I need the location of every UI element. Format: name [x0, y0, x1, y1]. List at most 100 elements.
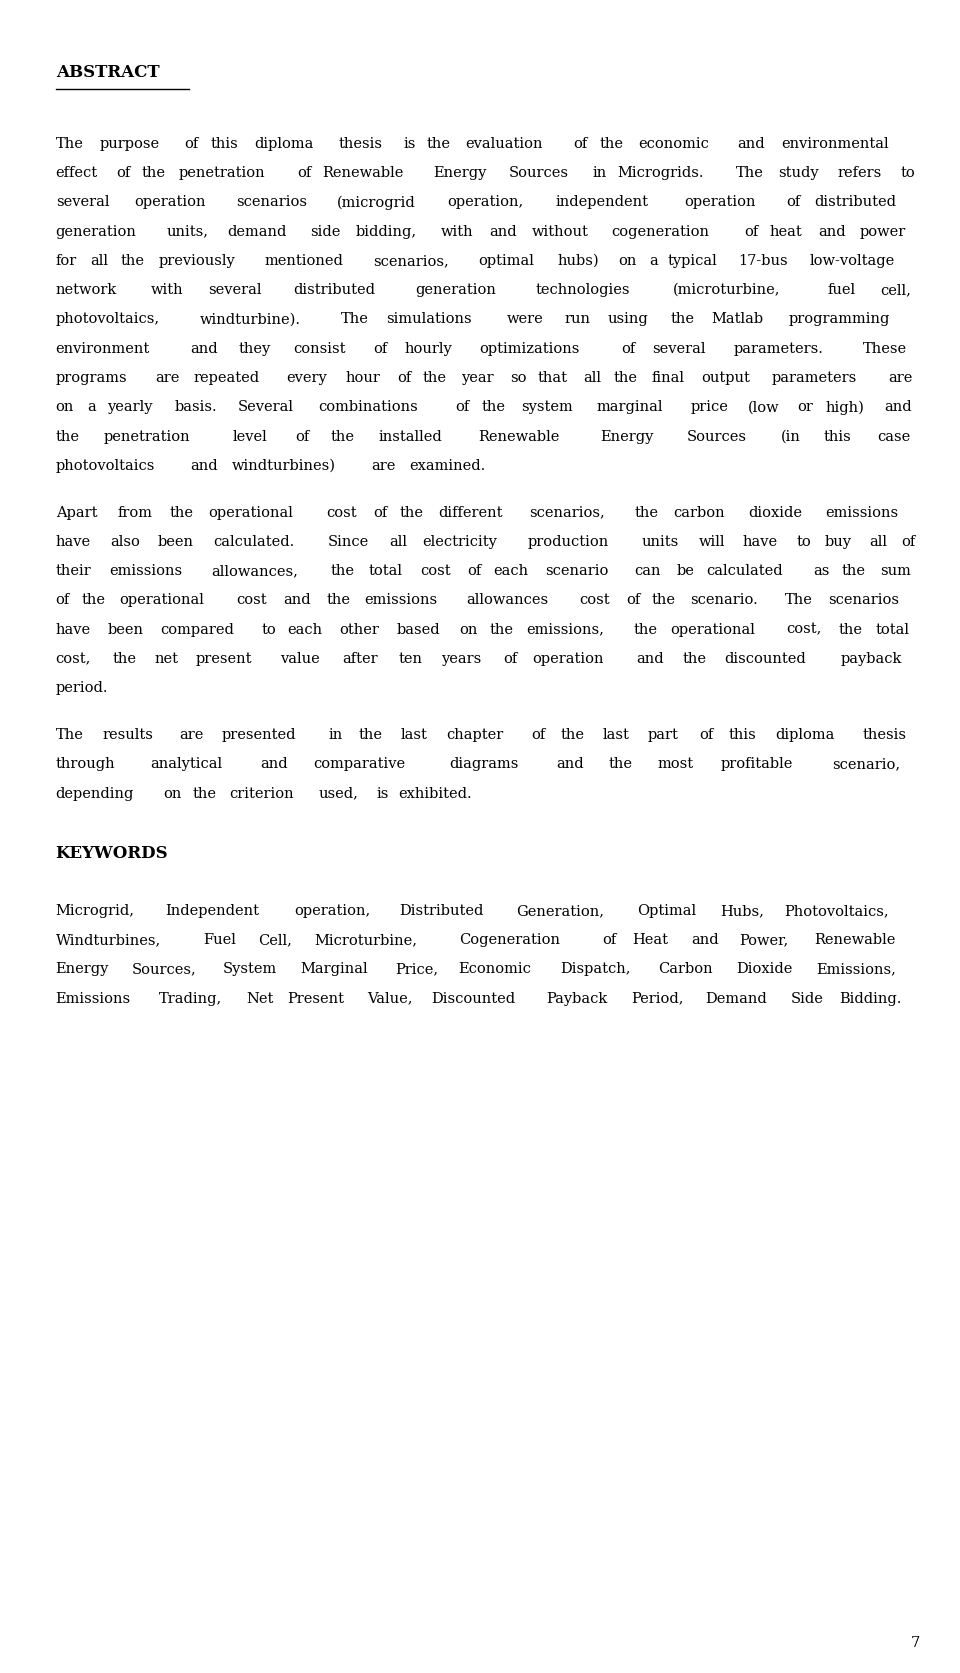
Text: year: year [461, 371, 493, 385]
Text: of: of [699, 728, 713, 743]
Text: (in: (in [780, 430, 801, 443]
Text: compared: compared [160, 622, 234, 637]
Text: bidding,: bidding, [356, 224, 417, 239]
Text: they: they [238, 341, 271, 356]
Text: to: to [900, 166, 916, 181]
Text: with: with [441, 224, 473, 239]
Text: yearly: yearly [108, 400, 153, 415]
Text: sum: sum [880, 564, 911, 579]
Text: cost: cost [326, 505, 356, 520]
Text: Cogeneration: Cogeneration [459, 934, 561, 947]
Text: operational: operational [671, 622, 756, 637]
Text: Photovoltaics,: Photovoltaics, [784, 903, 889, 918]
Text: scenario: scenario [545, 564, 609, 579]
Text: hour: hour [346, 371, 380, 385]
Text: final: final [652, 371, 684, 385]
Text: as: as [813, 564, 829, 579]
Text: of: of [531, 728, 545, 743]
Text: 17-bus: 17-bus [738, 254, 788, 268]
Text: the: the [652, 594, 676, 607]
Text: of: of [56, 594, 70, 607]
Text: case: case [876, 430, 910, 443]
Text: and: and [691, 934, 719, 947]
Text: operation,: operation, [294, 903, 370, 918]
Text: study: study [779, 166, 819, 181]
Text: the: the [112, 652, 136, 666]
Text: thesis: thesis [339, 137, 383, 151]
Text: photovoltaics,: photovoltaics, [56, 313, 159, 326]
Text: optimizations: optimizations [479, 341, 579, 356]
Text: last: last [603, 728, 630, 743]
Text: so: so [510, 371, 526, 385]
Text: The: The [785, 594, 813, 607]
Text: of: of [901, 535, 916, 549]
Text: operation: operation [533, 652, 604, 666]
Text: the: the [170, 505, 194, 520]
Text: the: the [671, 313, 695, 326]
Text: have: have [56, 535, 91, 549]
Text: present: present [196, 652, 252, 666]
Text: are: are [156, 371, 180, 385]
Text: The: The [735, 166, 763, 181]
Text: previously: previously [158, 254, 235, 268]
Text: Energy: Energy [600, 430, 654, 443]
Text: and: and [818, 224, 846, 239]
Text: part: part [648, 728, 679, 743]
Text: cost: cost [420, 564, 450, 579]
Text: electricity: electricity [422, 535, 497, 549]
Text: that: that [538, 371, 568, 385]
Text: results: results [103, 728, 154, 743]
Text: Generation,: Generation, [516, 903, 604, 918]
Text: total: total [876, 622, 910, 637]
Text: the: the [358, 728, 382, 743]
Text: and: and [190, 458, 218, 473]
Text: Renewable: Renewable [478, 430, 560, 443]
Text: operation,: operation, [447, 196, 524, 209]
Text: consist: consist [293, 341, 346, 356]
Text: the: the [422, 371, 446, 385]
Text: cost: cost [579, 594, 610, 607]
Text: this: this [729, 728, 756, 743]
Text: the: the [326, 594, 350, 607]
Text: marginal: marginal [596, 400, 662, 415]
Text: operation: operation [684, 196, 756, 209]
Text: (microturbine,: (microturbine, [673, 283, 780, 298]
Text: parameters: parameters [771, 371, 856, 385]
Text: diagrams: diagrams [449, 758, 518, 771]
Text: System: System [223, 962, 277, 977]
Text: photovoltaics: photovoltaics [56, 458, 156, 473]
Text: programs: programs [56, 371, 128, 385]
Text: hubs): hubs) [558, 254, 599, 268]
Text: of: of [397, 371, 412, 385]
Text: These: These [863, 341, 907, 356]
Text: based: based [396, 622, 441, 637]
Text: every: every [286, 371, 326, 385]
Text: thesis: thesis [863, 728, 907, 743]
Text: Present: Present [287, 992, 345, 1005]
Text: to: to [262, 622, 276, 637]
Text: Heat: Heat [633, 934, 668, 947]
Text: simulations: simulations [387, 313, 472, 326]
Text: and: and [884, 400, 912, 415]
Text: KEYWORDS: KEYWORDS [56, 845, 168, 862]
Text: heat: heat [769, 224, 802, 239]
Text: several: several [652, 341, 706, 356]
Text: carbon: carbon [674, 505, 725, 520]
Text: Demand: Demand [705, 992, 767, 1005]
Text: Energy: Energy [434, 166, 487, 181]
Text: the: the [82, 594, 106, 607]
Text: each: each [287, 622, 323, 637]
Text: Cell,: Cell, [258, 934, 292, 947]
Text: of: of [373, 341, 388, 356]
Text: calculated: calculated [707, 564, 783, 579]
Text: refers: refers [837, 166, 881, 181]
Text: Microturbine,: Microturbine, [314, 934, 418, 947]
Text: hourly: hourly [404, 341, 452, 356]
Text: network: network [56, 283, 117, 298]
Text: distributed: distributed [814, 196, 896, 209]
Text: Dispatch,: Dispatch, [560, 962, 631, 977]
Text: The: The [56, 728, 84, 743]
Text: operational: operational [120, 594, 204, 607]
Text: Discounted: Discounted [432, 992, 516, 1005]
Text: ten: ten [398, 652, 422, 666]
